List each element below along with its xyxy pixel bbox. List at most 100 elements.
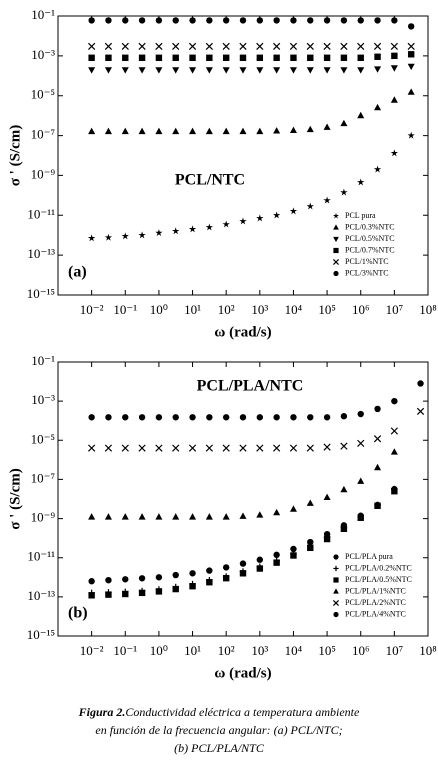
data-point [357, 178, 365, 186]
data-point [340, 442, 348, 450]
data-point [88, 54, 95, 61]
data-point [105, 54, 112, 61]
data-point [416, 407, 425, 416]
data-point [138, 42, 146, 50]
data-point [256, 214, 264, 222]
data-point [104, 513, 112, 520]
data-point [155, 54, 163, 61]
data-point [104, 42, 113, 50]
data-point [205, 42, 213, 50]
data-point [374, 103, 382, 111]
data-point [205, 444, 213, 452]
data-point [306, 125, 314, 133]
data-point [222, 54, 230, 61]
y-tick-label: 10⁻¹⁵ [27, 286, 55, 301]
data-point [172, 17, 179, 24]
data-point [374, 17, 381, 24]
data-point [340, 67, 348, 74]
data-point [122, 590, 129, 598]
data-point [172, 42, 180, 50]
data-point [188, 444, 197, 452]
data-point [323, 54, 331, 61]
y-axis-title: σ ' (S/cm) [7, 468, 23, 529]
data-point [239, 217, 247, 225]
data-point [172, 127, 180, 135]
data-point [306, 42, 314, 50]
data-point [307, 538, 314, 546]
data-point [155, 588, 163, 595]
data-point [290, 17, 297, 24]
plot-frame [57, 361, 429, 637]
data-point [307, 544, 314, 552]
data-point [172, 414, 179, 421]
data-point [256, 67, 264, 74]
data-point [357, 67, 365, 74]
data-point [188, 42, 197, 50]
y-tick-label: 10⁻¹³ [27, 588, 55, 603]
x-tick-label: 10⁵ [318, 643, 336, 658]
data-point [155, 513, 163, 520]
data-point [407, 42, 415, 50]
data-point [206, 17, 213, 24]
y-axis-title: σ ' (S/cm) [7, 125, 23, 186]
legend-marker [333, 577, 339, 583]
legend-label: PCL/PLA/2%NTC [345, 598, 406, 607]
data-point [256, 414, 264, 421]
data-point [172, 513, 180, 520]
data-point [340, 188, 348, 196]
y-tick-label: 10⁻¹ [31, 353, 55, 368]
data-point [340, 54, 348, 61]
x-tick-label: 10⁴ [285, 643, 303, 658]
x-tick-label: 10¹ [184, 302, 201, 317]
data-point [374, 53, 381, 60]
data-point [104, 233, 113, 241]
data-point [104, 127, 112, 135]
y-tick-label: 10⁻¹ [31, 7, 55, 22]
data-point [289, 126, 297, 134]
data-point [290, 545, 297, 553]
data-point [88, 444, 96, 452]
data-point [256, 54, 264, 61]
data-point [340, 42, 348, 50]
x-tick-label: 10⁰ [150, 302, 168, 317]
data-point [307, 414, 314, 421]
data-point [323, 67, 331, 74]
legend-label: PCL/PLA/1%NTC [345, 586, 406, 595]
data-point [273, 17, 280, 24]
data-point [172, 571, 179, 579]
data-point [138, 17, 146, 24]
x-tick-label: 10⁴ [285, 302, 303, 317]
data-point [155, 414, 163, 421]
annotation: PCL/NTC [175, 172, 245, 189]
data-point [323, 493, 331, 501]
legend-marker [333, 236, 339, 243]
data-point [239, 570, 247, 577]
data-point [340, 17, 348, 24]
data-point [138, 589, 146, 597]
data-point [374, 66, 382, 73]
panel-label: (a) [68, 264, 87, 281]
x-tick-label: 10² [218, 643, 235, 658]
data-point [172, 67, 180, 74]
data-point [357, 410, 364, 418]
legend-label: PCL/3%NTC [345, 268, 389, 277]
x-axis-title: ω (rad/s) [214, 324, 271, 340]
data-point [256, 511, 264, 518]
data-point [239, 414, 247, 421]
legend-marker [332, 258, 340, 266]
data-point [256, 565, 264, 572]
data-point [407, 63, 415, 71]
data-point [340, 119, 348, 127]
legend-label: PCL/PLA/4%NTC [345, 609, 406, 618]
data-point [307, 54, 314, 61]
legend-marker [332, 599, 340, 607]
y-tick-label: 10⁻¹⁵ [27, 627, 55, 642]
legend-marker [333, 554, 339, 560]
data-point [273, 127, 281, 134]
data-point [306, 444, 314, 452]
data-point [374, 502, 381, 509]
data-point [357, 42, 365, 50]
data-point [121, 444, 129, 452]
caption-line: en función de la frecuencia angular: (a)… [95, 723, 342, 737]
data-point [290, 414, 297, 421]
